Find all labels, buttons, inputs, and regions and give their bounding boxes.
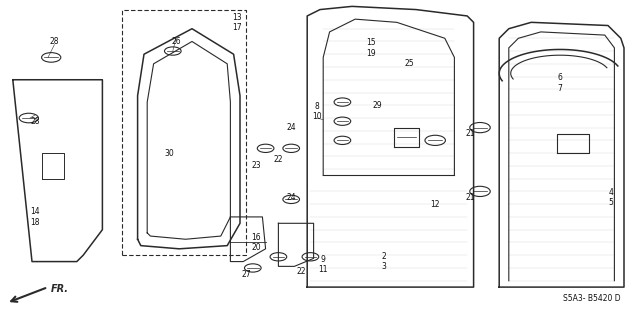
Text: 23: 23 xyxy=(251,161,261,170)
Text: 28: 28 xyxy=(31,117,40,126)
Text: 25: 25 xyxy=(404,59,415,68)
Text: S5A3- B5420 D: S5A3- B5420 D xyxy=(563,294,621,303)
Text: 6
7: 6 7 xyxy=(557,73,563,93)
Text: 21: 21 xyxy=(466,130,475,138)
Text: 24: 24 xyxy=(286,123,296,132)
Text: 28: 28 xyxy=(50,37,59,46)
Text: 16
20: 16 20 xyxy=(251,233,261,252)
Text: 8
10: 8 10 xyxy=(312,102,322,121)
Text: 4
5: 4 5 xyxy=(609,188,614,207)
Text: 27: 27 xyxy=(241,270,252,279)
Text: 2
3: 2 3 xyxy=(381,252,387,271)
Text: 15
19: 15 19 xyxy=(366,38,376,57)
Text: 13
17: 13 17 xyxy=(232,13,242,32)
Text: 22: 22 xyxy=(274,155,283,164)
Text: 12: 12 xyxy=(431,200,440,209)
Text: 24: 24 xyxy=(286,193,296,202)
Text: 9
11: 9 11 xyxy=(319,255,328,274)
Text: 30: 30 xyxy=(164,149,175,158)
Text: FR.: FR. xyxy=(51,284,69,294)
Text: 14
18: 14 18 xyxy=(30,207,40,226)
Text: 26: 26 xyxy=(171,37,181,46)
Text: 21: 21 xyxy=(466,193,475,202)
Text: 29: 29 xyxy=(372,101,383,110)
Text: 22: 22 xyxy=(296,267,305,276)
